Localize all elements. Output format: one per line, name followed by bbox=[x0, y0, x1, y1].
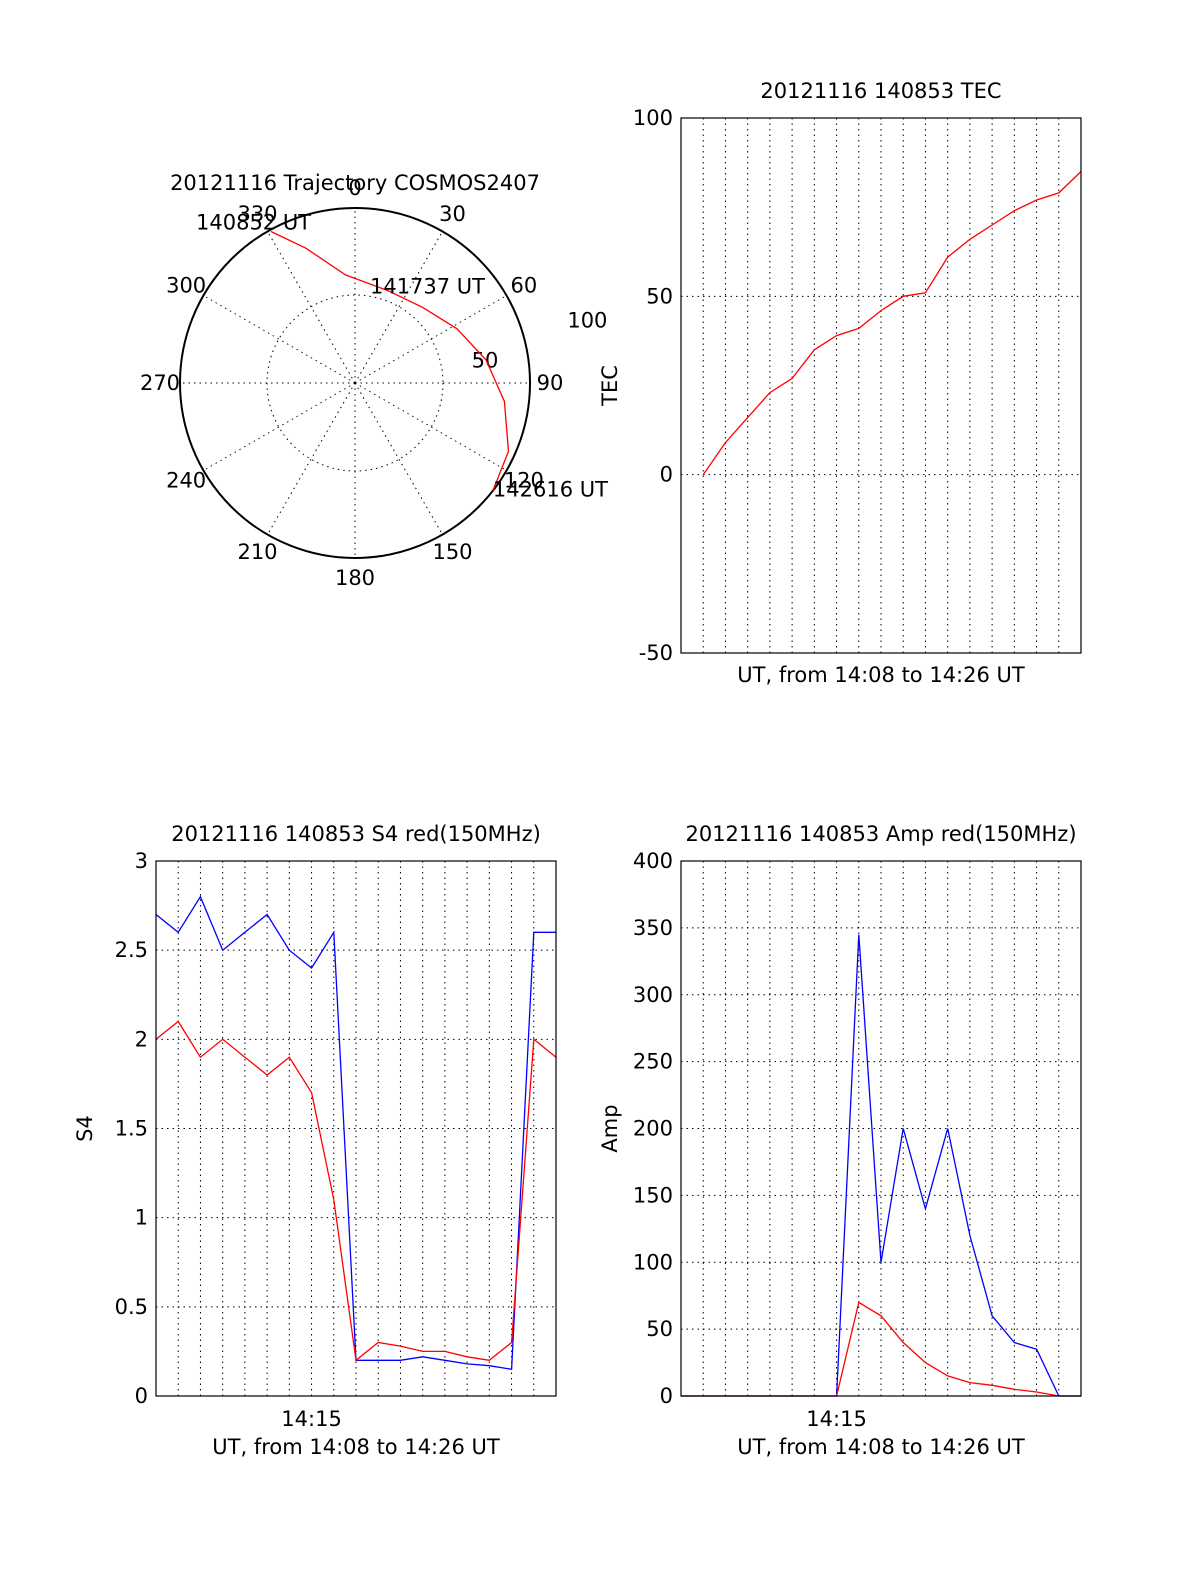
s4-title: 20121116 140853 S4 red(150MHz) bbox=[171, 822, 541, 846]
amp-y-axis-label: Amp bbox=[598, 1104, 622, 1152]
y-tick-label: 0 bbox=[660, 1384, 673, 1408]
s4-y-axis-label: S4 bbox=[73, 1115, 97, 1142]
tec-x-axis-label: UT, from 14:08 to 14:26 UT bbox=[737, 663, 1025, 687]
azimuth-label-330: 330 bbox=[237, 202, 277, 226]
y-tick-label: 50 bbox=[646, 1317, 673, 1341]
y-tick-label: -50 bbox=[639, 641, 673, 665]
amp-series-1-line bbox=[681, 934, 1081, 1397]
time-annotation: 142616 UT bbox=[493, 478, 608, 502]
y-tick-label: 1.5 bbox=[115, 1117, 148, 1141]
trajectory-title: 20121116 Trajectory COSMOS2407 bbox=[170, 171, 540, 195]
y-tick-label: 250 bbox=[633, 1050, 673, 1074]
y-tick-label: 150 bbox=[633, 1183, 673, 1207]
azimuth-label-270: 270 bbox=[140, 371, 180, 395]
azimuth-label-120: 120 bbox=[504, 469, 544, 493]
s4-series-1-line bbox=[155, 895, 556, 1371]
y-tick-label: 100 bbox=[633, 1250, 673, 1274]
y-tick-label: 400 bbox=[633, 849, 673, 873]
tec-axes-frame bbox=[680, 117, 1082, 654]
s4-x-axis-label: UT, from 14:08 to 14:26 UT bbox=[212, 1435, 500, 1459]
y-tick-label: 300 bbox=[633, 983, 673, 1007]
amp-series-2-line bbox=[681, 1301, 1081, 1397]
radial-tick-label: 50 bbox=[472, 349, 499, 373]
y-tick-label: 3 bbox=[135, 849, 148, 873]
y-tick-label: 200 bbox=[633, 1117, 673, 1141]
azimuth-label-0: 0 bbox=[348, 176, 361, 200]
amp-x-axis-label: UT, from 14:08 to 14:26 UT bbox=[737, 1435, 1025, 1459]
tec-y-axis-label: TEC bbox=[598, 365, 622, 407]
azimuth-label-150: 150 bbox=[432, 540, 472, 564]
y-tick-label: 350 bbox=[633, 916, 673, 940]
s4-series-2-line bbox=[155, 1020, 557, 1362]
tec-panel: 20121116 140853 TEC -50 0 50 100 UT, from 14:… bbox=[598, 79, 1082, 687]
tec-title: 20121116 140853 TEC bbox=[760, 79, 1001, 103]
y-tick-label: 2 bbox=[135, 1027, 148, 1051]
y-tick-label: 0 bbox=[135, 1384, 148, 1408]
azimuth-label-60: 60 bbox=[511, 274, 538, 298]
y-tick-label: 0 bbox=[660, 463, 673, 487]
x-tick-label: 14:15 bbox=[806, 1407, 867, 1431]
polar-spoke bbox=[354, 231, 443, 384]
polar-outer-ring bbox=[179, 207, 531, 559]
azimuth-label-30: 30 bbox=[439, 202, 466, 226]
polar-spoke bbox=[267, 382, 356, 535]
polar-spoke bbox=[267, 231, 356, 384]
polar-spoke bbox=[203, 295, 356, 384]
y-tick-label: 50 bbox=[646, 284, 673, 308]
s4-panel: 20121116 140853 S4 red(150MHz) 0 0.5 1 1.5 2 2… bbox=[73, 822, 557, 1459]
azimuth-label-180: 180 bbox=[335, 566, 375, 590]
y-tick-label: 1 bbox=[135, 1206, 148, 1230]
azimuth-label-90: 90 bbox=[537, 371, 564, 395]
azimuth-label-240: 240 bbox=[166, 469, 206, 493]
azimuth-label-300: 300 bbox=[166, 274, 206, 298]
azimuth-label-210: 210 bbox=[237, 540, 277, 564]
time-annotation: 141737 UT bbox=[370, 275, 485, 299]
y-tick-label: 100 bbox=[633, 106, 673, 130]
polar-spoke bbox=[354, 382, 507, 471]
amp-title: 20121116 140853 Amp red(150MHz) bbox=[685, 822, 1076, 846]
radial-tick-label: 100 bbox=[567, 309, 607, 333]
y-tick-label: 0.5 bbox=[115, 1295, 148, 1319]
time-annotation: 140852 UT bbox=[196, 210, 311, 234]
x-tick-label: 14:15 bbox=[281, 1407, 342, 1431]
amp-axes-frame bbox=[680, 860, 1082, 1397]
polar-spoke bbox=[354, 382, 443, 535]
y-tick-label: 2.5 bbox=[115, 938, 148, 962]
trajectory-path bbox=[270, 230, 510, 491]
polar-spoke bbox=[203, 382, 356, 471]
tec-series-1-line bbox=[702, 171, 1082, 476]
amp-panel: 20121116 140853 Amp red(150MHz) 0 50 100 150… bbox=[598, 822, 1082, 1459]
s4-axes-frame bbox=[155, 860, 557, 1397]
